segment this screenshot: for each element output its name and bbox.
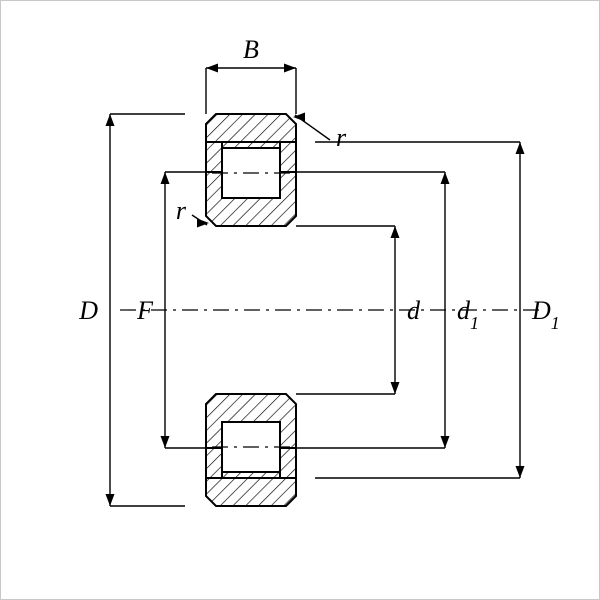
dim-label: d1 <box>457 296 479 333</box>
dim-label: B <box>243 35 259 64</box>
dim-label: r <box>176 196 187 225</box>
bearing-diagram: B D Fd d1 D1 r r <box>0 0 600 600</box>
dim-label: D <box>78 296 98 325</box>
dim-label: F <box>136 296 154 325</box>
dim-label: d <box>407 296 421 325</box>
dim-label: r <box>336 123 347 152</box>
dim-label: D1 <box>531 296 560 333</box>
